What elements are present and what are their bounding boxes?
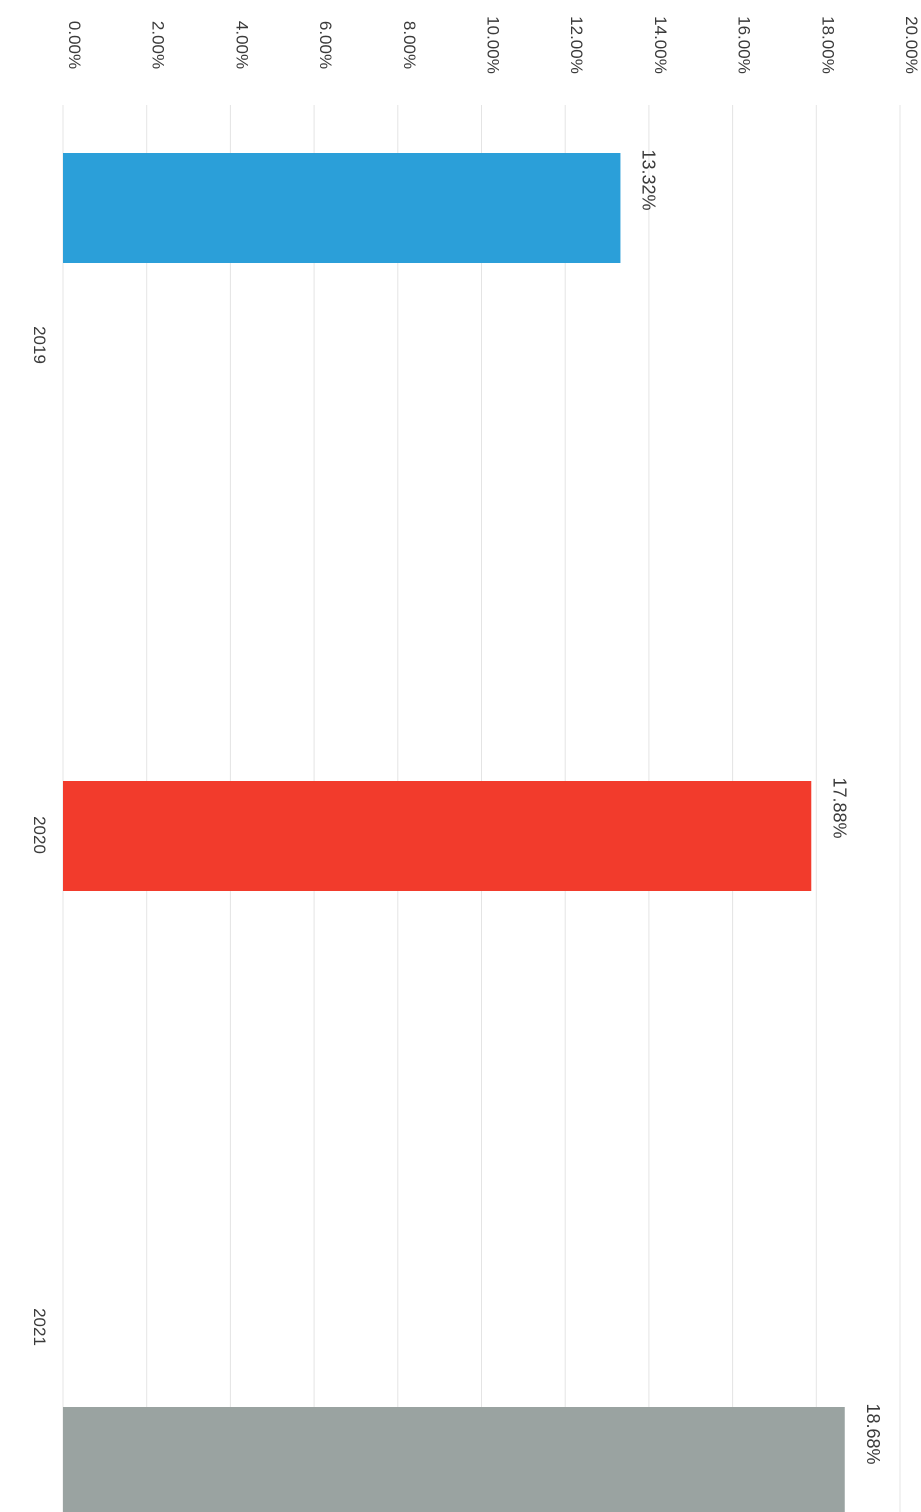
data-label: 17.88% (829, 777, 849, 838)
y-tick-label: 14.00% (651, 16, 670, 74)
data-label: 13.32% (638, 149, 658, 210)
bar-2020 (63, 781, 812, 891)
data-label: 18.68% (863, 1403, 883, 1464)
y-tick-label: 8.00% (400, 21, 419, 69)
y-tick-label: 2.00% (149, 21, 168, 69)
bar-layer (63, 153, 845, 1512)
bar-2019 (63, 153, 621, 263)
category-label: 2020 (30, 816, 49, 854)
category-label: 2021 (30, 1308, 49, 1346)
y-tick-label: 12.00% (567, 16, 586, 74)
label-layer: 0.00% 2.00% 4.00% 6.00% 8.00% 10.00% 12.00% 14.… (30, 16, 921, 1464)
y-tick-label: 20.00% (902, 16, 921, 74)
category-label: 2019 (30, 326, 49, 364)
y-tick-label: 16.00% (735, 16, 754, 74)
bar-2021 (63, 1407, 845, 1512)
y-tick-label: 18.00% (818, 16, 837, 74)
y-tick-label: 0.00% (65, 21, 84, 69)
y-tick-label: 10.00% (484, 16, 503, 74)
y-tick-label: 4.00% (232, 21, 251, 69)
y-tick-label: 6.00% (316, 21, 335, 69)
